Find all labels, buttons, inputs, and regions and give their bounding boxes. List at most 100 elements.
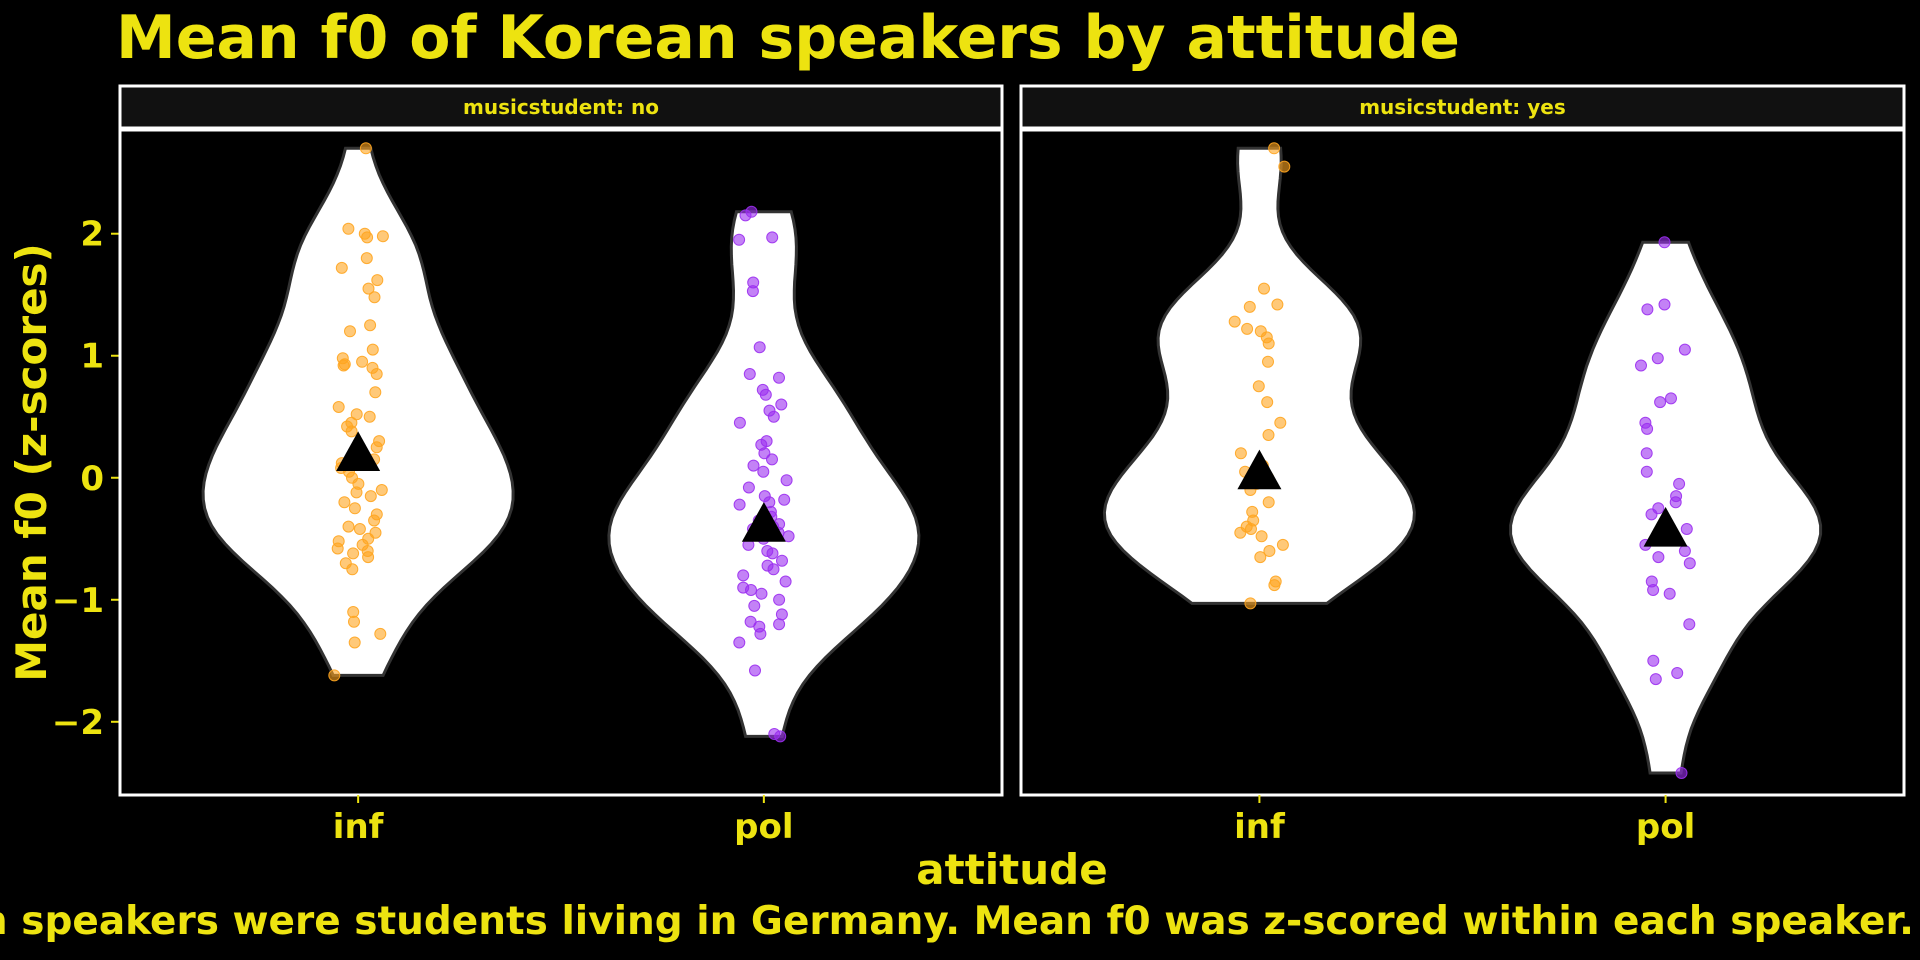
data-point [774, 730, 787, 743]
y-tick-label: 0 [80, 459, 104, 499]
data-point [338, 496, 351, 509]
data-point [1262, 337, 1275, 350]
data-point [1678, 545, 1691, 557]
data-point [773, 371, 785, 384]
data-point [780, 474, 793, 487]
data-point [767, 563, 780, 576]
data-point [776, 554, 788, 567]
data-point [733, 636, 746, 649]
data-point [368, 514, 381, 527]
facet-strip [1019, 84, 1906, 130]
data-point [1652, 551, 1665, 564]
data-point [748, 599, 761, 612]
data-point [754, 627, 767, 640]
data-point [742, 481, 755, 494]
data-point [364, 319, 377, 332]
data-point [374, 627, 387, 640]
data-point [1241, 322, 1254, 335]
data-point [370, 368, 383, 380]
data-point [1649, 673, 1662, 686]
data-point [779, 575, 792, 588]
mean-marker [1237, 449, 1282, 490]
data-point [359, 142, 372, 155]
data-point [1262, 429, 1275, 441]
data-point [757, 465, 770, 478]
data-point [1647, 654, 1660, 667]
data-point [1263, 545, 1276, 557]
chart-title: Mean f0 of Korean speakers by attitude [116, 3, 1460, 73]
data-point [356, 355, 369, 368]
data-point [353, 523, 366, 535]
y-tick-label: 2 [80, 215, 104, 255]
data-point [747, 459, 760, 472]
data-point [368, 291, 381, 304]
data-point [1234, 526, 1247, 539]
violin-inf [1102, 146, 1416, 605]
data-point [346, 563, 359, 576]
data-point [342, 222, 355, 235]
data-point [337, 359, 350, 372]
y-axis-title: Mean f0 (z-scores) [7, 243, 56, 681]
data-point [369, 386, 382, 399]
data-point [759, 388, 772, 401]
data-point [773, 618, 786, 631]
data-point [342, 520, 355, 533]
data-point [1255, 530, 1268, 543]
data-point [362, 282, 375, 295]
data-point [360, 252, 373, 265]
data-point [755, 587, 768, 600]
x-tick-label: inf [1234, 807, 1286, 847]
data-point [1278, 160, 1291, 173]
data-point [371, 274, 384, 287]
data-point [1228, 315, 1241, 328]
data-point [350, 408, 363, 421]
data-point [1274, 416, 1287, 429]
data-point [1262, 496, 1275, 509]
data-point [1678, 343, 1691, 356]
data-point [1647, 584, 1660, 596]
data-point [1665, 392, 1677, 405]
data-point [1262, 355, 1274, 368]
mean-marker [741, 502, 786, 542]
data-point [335, 261, 348, 274]
data-point [375, 484, 388, 496]
data-point [1645, 508, 1658, 521]
data-point [331, 542, 344, 555]
data-point [737, 569, 750, 582]
data-point [1641, 303, 1654, 316]
x-axis-title: attitude [916, 845, 1107, 894]
data-point [347, 547, 360, 560]
data-point [1245, 523, 1257, 535]
data-point [1671, 667, 1684, 679]
data-point [1268, 142, 1281, 155]
data-point [1641, 422, 1654, 435]
data-point [1268, 579, 1281, 592]
data-point [1683, 618, 1696, 631]
data-point [376, 230, 389, 243]
data-point [782, 530, 795, 543]
data-point [773, 593, 786, 606]
data-point [1640, 447, 1653, 460]
data-point [739, 209, 752, 222]
data-point [1651, 352, 1664, 365]
y-tick-label: 1 [80, 337, 104, 377]
data-point [366, 343, 379, 356]
mean-marker [336, 431, 381, 471]
data-point [1271, 298, 1284, 311]
data-point [1658, 298, 1671, 311]
y-tick-label: −1 [52, 581, 104, 621]
data-point [345, 425, 358, 438]
data-point [743, 368, 756, 380]
data-point [362, 551, 375, 564]
data-point [1658, 236, 1671, 249]
data-point [766, 231, 779, 244]
data-point [745, 584, 757, 596]
data-point [733, 416, 746, 429]
chart-caption: n speakers were students living in Germa… [0, 899, 1914, 944]
data-point [1680, 523, 1693, 535]
data-point [363, 410, 376, 423]
data-point [364, 490, 377, 503]
data-point [1640, 465, 1653, 478]
data-point [1276, 538, 1289, 551]
facet-strip-label: musicstudent: no [463, 95, 659, 119]
